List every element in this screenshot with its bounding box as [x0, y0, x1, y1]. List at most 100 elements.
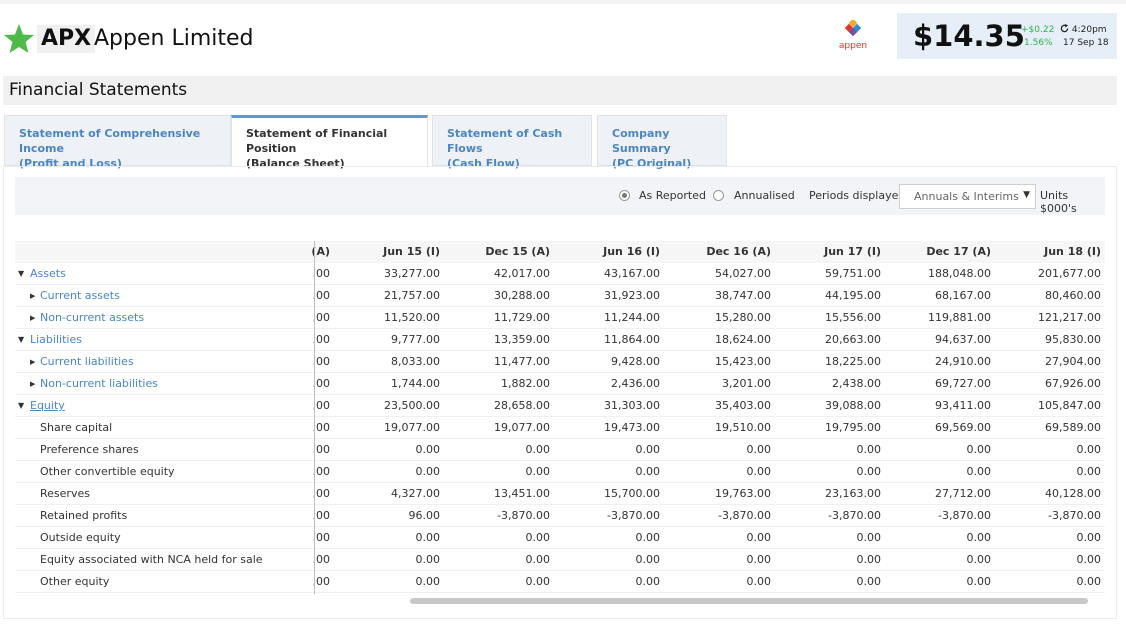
- table-cell: 30,288.00: [494, 289, 550, 302]
- row-label-text: Outside equity: [40, 531, 121, 544]
- row-divider: [15, 350, 1105, 351]
- row-label[interactable]: ▶ Current liabilities: [15, 351, 315, 373]
- table-cell: 201,677.00: [1038, 267, 1101, 280]
- row-divider: [15, 284, 1105, 285]
- table-cell: 13,359.00: [494, 333, 550, 346]
- caret-right-icon[interactable]: ▶: [30, 380, 36, 388]
- caret-down-icon[interactable]: ▼: [18, 401, 25, 410]
- row-divider: [15, 526, 1105, 527]
- caret-right-icon[interactable]: ▶: [30, 292, 36, 300]
- table-cell: 0.00: [746, 553, 772, 566]
- refresh-icon[interactable]: [1060, 24, 1069, 33]
- row-label-text: Share capital: [40, 421, 113, 434]
- caret-down-icon[interactable]: ▼: [18, 335, 25, 344]
- caret-down-icon[interactable]: ▼: [18, 269, 25, 278]
- table-cell: 0.00: [856, 575, 882, 588]
- row-divider: [15, 482, 1105, 483]
- row-label[interactable]: ▼ Equity: [15, 395, 315, 417]
- table-cell: 0.00: [856, 443, 882, 456]
- row-label-text[interactable]: Current assets: [40, 289, 120, 302]
- table-cell: 0.00: [966, 553, 992, 566]
- row-label[interactable]: ▼ Liabilities: [15, 329, 315, 351]
- table-cell: 0.00: [635, 531, 661, 544]
- statement-panel: [3, 166, 1117, 619]
- periods-select[interactable]: Annuals & Interims ▼: [899, 184, 1036, 209]
- as-reported-radio[interactable]: [619, 190, 630, 201]
- row-label: Other convertible equity: [15, 461, 315, 483]
- row-label-text: Reserves: [40, 487, 90, 500]
- table-cell: 0.00: [415, 553, 441, 566]
- table-cell: .00: [312, 443, 331, 456]
- annualised-radio[interactable]: [713, 190, 724, 201]
- table-cell: .00: [312, 421, 331, 434]
- row-label-text[interactable]: Liabilities: [30, 333, 82, 346]
- quote-time[interactable]: 4:20pm: [1060, 24, 1107, 35]
- row-divider: [15, 306, 1105, 307]
- company-name: Appen Limited: [94, 26, 254, 51]
- table-cell: 0.00: [1076, 575, 1102, 588]
- section-title: Financial Statements: [9, 80, 188, 100]
- price-panel: $14.35 +$0.22 1.56% 4:20pm 17 Sep 18: [897, 13, 1117, 59]
- tab-label-line1: Statement of Cash Flows: [447, 127, 563, 155]
- table-cell: 96.00: [408, 509, 441, 522]
- table-cell: 0.00: [856, 553, 882, 566]
- table-cell: .00: [312, 553, 331, 566]
- periods-displayed-label: Periods displayed: [809, 189, 906, 202]
- caret-right-icon[interactable]: ▶: [30, 358, 36, 366]
- table-cell: 43,167.00: [604, 267, 660, 280]
- row-label[interactable]: ▶ Non-current liabilities: [15, 373, 315, 395]
- table-cell: 0.00: [1076, 443, 1102, 456]
- row-label[interactable]: ▼ Assets: [15, 263, 315, 285]
- table-cell: 3,201.00: [722, 377, 771, 390]
- table-cell: 80,460.00: [1045, 289, 1101, 302]
- table-cell: 2,436.00: [611, 377, 660, 390]
- watchlist-star-icon[interactable]: [3, 23, 35, 55]
- table-cell: -3,870.00: [718, 509, 771, 522]
- row-label-text[interactable]: Non-current liabilities: [40, 377, 158, 390]
- table-cell: 38,747.00: [715, 289, 771, 302]
- table-cell: 0.00: [525, 531, 551, 544]
- row-label-text: Other equity: [40, 575, 110, 588]
- table-cell: 93,411.00: [935, 399, 991, 412]
- table-cell: 27,712.00: [935, 487, 991, 500]
- row-label[interactable]: ▶ Current assets: [15, 285, 315, 307]
- table-cell: 0.00: [415, 443, 441, 456]
- table-cell: 1,744.00: [391, 377, 440, 390]
- table-cell: .00: [312, 355, 331, 368]
- table-cell: 31,923.00: [604, 289, 660, 302]
- table-cell: 19,077.00: [384, 421, 440, 434]
- table-cell: 23,163.00: [825, 487, 881, 500]
- appen-logo-icon: [844, 18, 862, 37]
- as-reported-label[interactable]: As Reported: [639, 189, 706, 202]
- tab-cash-flow[interactable]: Statement of Cash Flows (Cash Flow): [432, 115, 592, 170]
- tab-company-summary[interactable]: Company Summary (PC Original): [597, 115, 727, 170]
- horizontal-scrollbar[interactable]: [410, 598, 1088, 604]
- table-cell: 0.00: [415, 531, 441, 544]
- table-cell: .00: [312, 333, 331, 346]
- table-cell: 69,727.00: [935, 377, 991, 390]
- row-label-text[interactable]: Equity: [30, 399, 65, 412]
- table-cell: 0.00: [525, 443, 551, 456]
- row-label-text[interactable]: Current liabilities: [40, 355, 134, 368]
- column-header: Jun 18 (I): [1044, 245, 1101, 258]
- annualised-label[interactable]: Annualised: [734, 189, 795, 202]
- table-cell: 2,438.00: [832, 377, 881, 390]
- row-label-text: Preference shares: [40, 443, 139, 456]
- table-header-row: [15, 241, 1105, 263]
- row-label[interactable]: ▶ Non-current assets: [15, 307, 315, 329]
- row-label: Retained profits: [15, 505, 315, 527]
- row-divider: [15, 394, 1105, 395]
- table-cell: 105,847.00: [1038, 399, 1101, 412]
- tab-balance-sheet[interactable]: Statement of Financial Position (Balance…: [231, 115, 428, 170]
- caret-right-icon[interactable]: ▶: [30, 314, 36, 322]
- row-label-text[interactable]: Non-current assets: [40, 311, 145, 324]
- company-logo: appen: [836, 18, 870, 51]
- tab-profit-and-loss[interactable]: Statement of Comprehensive Income (Profi…: [4, 115, 231, 170]
- row-label-text[interactable]: Assets: [30, 267, 66, 280]
- table-cell: 19,473.00: [604, 421, 660, 434]
- table-cell: 35,403.00: [715, 399, 771, 412]
- table-cell: -3,870.00: [828, 509, 881, 522]
- table-cell: 20,663.00: [825, 333, 881, 346]
- table-cell: 0.00: [856, 465, 882, 478]
- tab-label-line1: Company Summary: [612, 127, 671, 155]
